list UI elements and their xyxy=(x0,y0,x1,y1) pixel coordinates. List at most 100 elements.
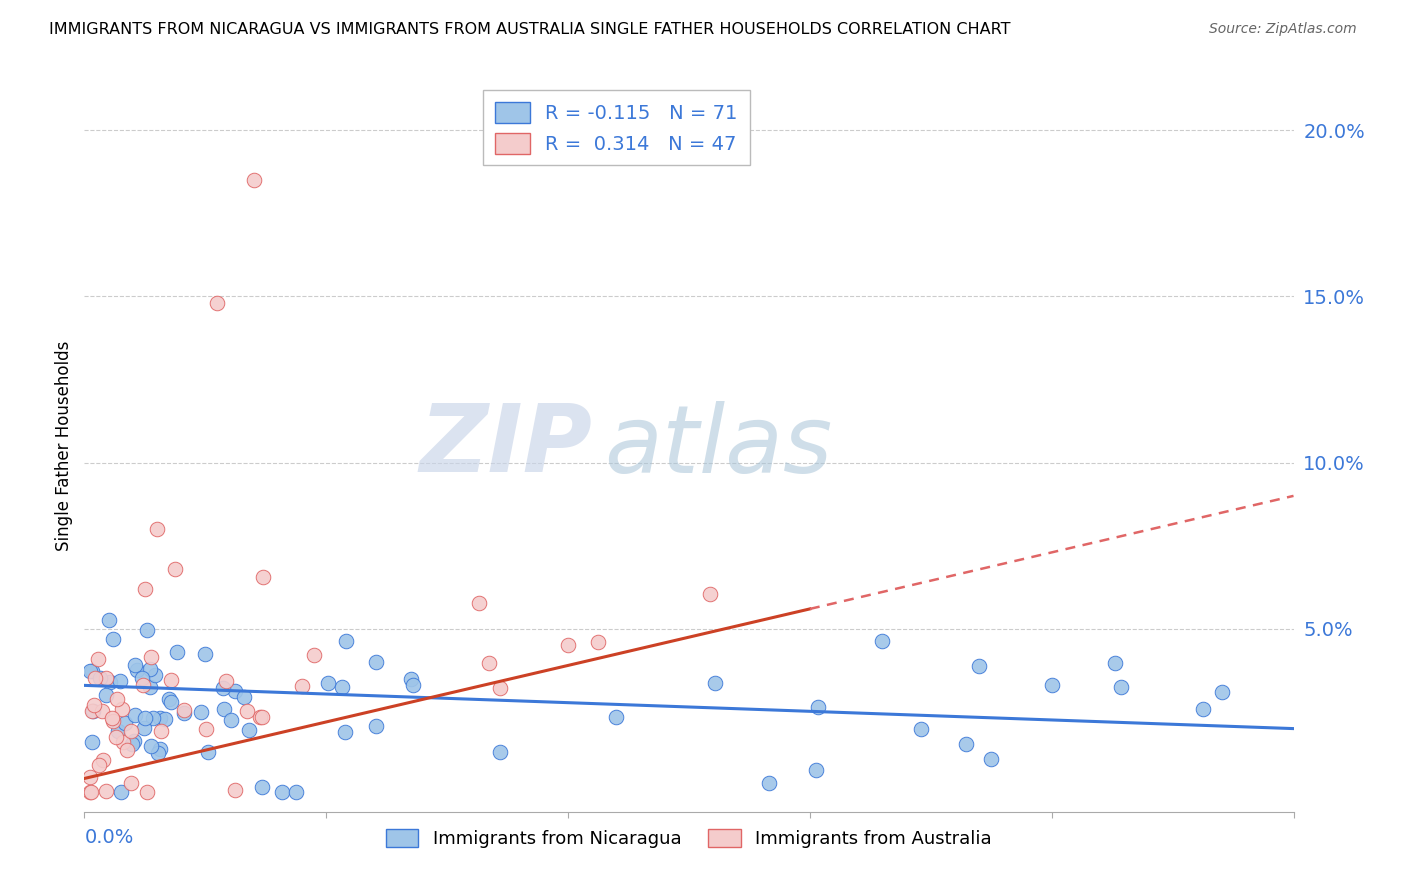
Point xyxy=(207,296,229,310)
Point xyxy=(136,624,159,638)
Point xyxy=(605,710,627,724)
Point xyxy=(364,719,387,733)
Point xyxy=(82,705,104,719)
Point xyxy=(211,681,233,695)
Point xyxy=(114,716,136,731)
Point xyxy=(242,173,264,187)
Point xyxy=(252,570,274,584)
Point xyxy=(190,706,212,720)
Point xyxy=(335,634,357,648)
Point xyxy=(124,708,146,723)
Point xyxy=(165,562,187,576)
Point xyxy=(146,746,169,760)
Point xyxy=(121,737,143,751)
Point xyxy=(149,724,172,739)
Point xyxy=(194,647,217,661)
Point xyxy=(157,692,180,706)
Point xyxy=(401,678,423,692)
Point xyxy=(249,710,271,724)
Point xyxy=(980,752,1002,766)
Point xyxy=(80,664,103,678)
Point xyxy=(1040,678,1063,692)
Point xyxy=(112,735,135,749)
Point xyxy=(910,722,932,736)
Point xyxy=(870,634,893,648)
Point xyxy=(704,675,727,690)
Point xyxy=(87,757,110,772)
Text: Source: ZipAtlas.com: Source: ZipAtlas.com xyxy=(1209,22,1357,37)
Point xyxy=(108,674,131,689)
Point xyxy=(1211,685,1233,699)
Point xyxy=(142,710,165,724)
Point xyxy=(100,675,122,690)
Point xyxy=(224,684,246,698)
Point xyxy=(122,734,145,748)
Point xyxy=(146,522,169,536)
Point xyxy=(1109,680,1132,694)
Point xyxy=(290,679,312,693)
Point xyxy=(316,676,339,690)
Point xyxy=(94,784,117,798)
Point xyxy=(124,658,146,673)
Point xyxy=(141,739,163,753)
Point xyxy=(271,785,294,799)
Point xyxy=(235,705,257,719)
Point xyxy=(468,596,491,610)
Point xyxy=(139,662,162,676)
Point xyxy=(80,785,103,799)
Point xyxy=(98,613,121,627)
Point xyxy=(399,672,422,686)
Point xyxy=(489,681,512,695)
Point xyxy=(149,742,172,756)
Point xyxy=(173,706,195,720)
Point xyxy=(107,723,129,738)
Point xyxy=(330,680,353,694)
Point xyxy=(134,711,156,725)
Point xyxy=(104,730,127,744)
Point xyxy=(955,737,977,751)
Text: ZIP: ZIP xyxy=(419,400,592,492)
Point xyxy=(139,649,162,664)
Point xyxy=(96,671,118,685)
Point xyxy=(335,725,357,739)
Point xyxy=(160,695,183,709)
Text: atlas: atlas xyxy=(605,401,832,491)
Point xyxy=(83,698,105,713)
Point xyxy=(82,734,104,748)
Point xyxy=(221,713,243,727)
Point xyxy=(79,771,101,785)
Point xyxy=(806,763,828,777)
Point xyxy=(488,745,510,759)
Point xyxy=(132,678,155,692)
Text: IMMIGRANTS FROM NICARAGUA VS IMMIGRANTS FROM AUSTRALIA SINGLE FATHER HOUSEHOLDS : IMMIGRANTS FROM NICARAGUA VS IMMIGRANTS … xyxy=(49,22,1011,37)
Point xyxy=(806,699,828,714)
Point xyxy=(302,648,325,663)
Point xyxy=(101,632,124,646)
Point xyxy=(91,753,114,767)
Y-axis label: Single Father Households: Single Father Households xyxy=(55,341,73,551)
Point xyxy=(250,780,273,794)
Point xyxy=(120,776,142,790)
Point xyxy=(173,704,195,718)
Point xyxy=(94,688,117,702)
Point xyxy=(238,723,260,738)
Point xyxy=(90,704,112,718)
Point xyxy=(110,785,132,799)
Point xyxy=(87,652,110,666)
Point xyxy=(111,702,134,716)
Point xyxy=(1192,701,1215,715)
Point xyxy=(967,658,990,673)
Point xyxy=(1104,656,1126,670)
Point xyxy=(758,776,780,790)
Point xyxy=(250,709,273,723)
Point xyxy=(699,587,721,601)
Point xyxy=(132,721,155,735)
Point xyxy=(477,656,499,670)
Point xyxy=(80,704,103,718)
Point xyxy=(364,655,387,669)
Point xyxy=(194,722,217,736)
Point xyxy=(101,714,124,729)
Point xyxy=(135,785,157,799)
Point xyxy=(285,785,308,799)
Point xyxy=(212,702,235,716)
